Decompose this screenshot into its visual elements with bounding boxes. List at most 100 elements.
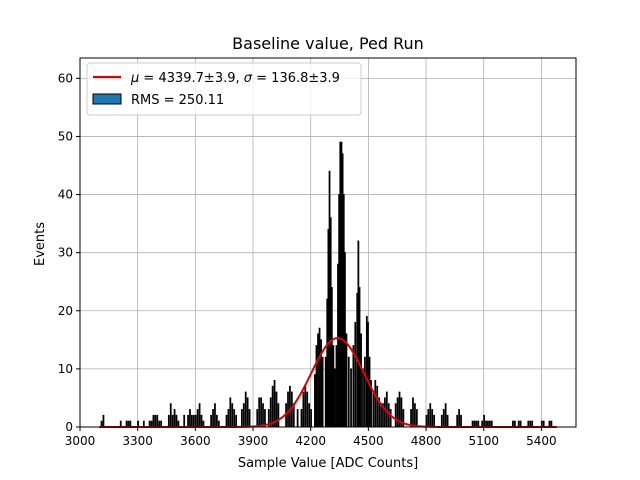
- histogram-bar-129: [431, 409, 434, 428]
- histogram-bar-50: [262, 403, 264, 428]
- histogram-bar-137: [460, 414, 462, 428]
- histogram-bar-10: [152, 414, 155, 428]
- histogram-bar-46: [248, 409, 251, 428]
- histogram-bar-121: [402, 409, 405, 428]
- histogram-bar-128: [429, 403, 432, 428]
- histogram-bar-109: [376, 385, 379, 428]
- histogram-bar-43: [242, 403, 245, 428]
- histogram-bar-132: [442, 409, 445, 428]
- histogram-bar-41: [235, 414, 237, 428]
- histogram-bars: [100, 141, 553, 428]
- histogram-bar-91: [344, 252, 346, 428]
- histogram-bar-105: [368, 356, 371, 428]
- x-tick-label-5: 4500: [353, 434, 384, 448]
- histogram-bar-42: [240, 409, 243, 428]
- y-tick-label-6: 60: [58, 71, 73, 85]
- histogram-bar-117: [394, 403, 397, 428]
- histogram-bar-118: [396, 397, 399, 428]
- histogram-bar-83: [334, 368, 336, 428]
- x-tick-label-0: 3000: [65, 434, 96, 448]
- histogram-bar-133: [444, 403, 447, 428]
- histogram-bar-68: [308, 403, 311, 428]
- y-tick-label-4: 40: [58, 188, 73, 202]
- histogram-bar-99: [358, 287, 361, 428]
- histogram-bar-23: [189, 409, 191, 428]
- histogram-bar-18: [173, 409, 176, 428]
- histogram-bar-84: [335, 345, 338, 428]
- histogram-bar-93: [347, 356, 350, 428]
- histogram-bar-44: [244, 391, 247, 428]
- histogram-bar-82: [332, 345, 335, 428]
- y-tick-label-2: 20: [58, 304, 73, 318]
- histogram-bar-54: [271, 385, 274, 428]
- histogram-bar-63: [296, 409, 299, 428]
- histogram-bar-107: [372, 391, 375, 428]
- histogram-bar-48: [258, 397, 261, 428]
- histogram-bar-36: [225, 414, 228, 428]
- histogram-bar-17: [171, 414, 174, 428]
- histogram-bar-76: [324, 356, 327, 428]
- histogram-bar-101: [362, 368, 364, 428]
- x-tick-label-6: 4800: [411, 434, 442, 448]
- legend-box: [86, 62, 362, 116]
- histogram-bar-64: [300, 409, 303, 428]
- histogram-bar-59: [287, 391, 289, 428]
- x-tick-label-2: 3600: [180, 434, 211, 448]
- histogram-bar-125: [415, 409, 418, 428]
- histogram-bar-11: [154, 414, 157, 428]
- histogram-bar-62: [292, 403, 295, 428]
- histogram-bar-66: [304, 385, 307, 428]
- histogram-bar-24: [191, 414, 193, 428]
- histogram-bar-49: [260, 397, 262, 428]
- histogram-bar-21: [183, 414, 186, 428]
- histogram-bar-73: [318, 327, 321, 428]
- histogram-bar-81: [330, 287, 333, 428]
- histogram-bar-108: [374, 380, 377, 428]
- histogram-bar-115: [387, 403, 390, 428]
- legend-sigma-symbol: σ: [244, 71, 253, 86]
- histogram-bar-60: [289, 385, 291, 428]
- histogram-bar-39: [231, 403, 234, 428]
- histogram-bar-143: [483, 414, 485, 428]
- histogram-bar-114: [385, 391, 388, 428]
- histogram-bar-123: [412, 397, 414, 428]
- histogram-bar-57: [277, 403, 280, 428]
- histogram-bar-31: [210, 414, 212, 428]
- histogram-bar-104: [367, 321, 369, 428]
- histogram-bar-100: [360, 333, 362, 428]
- legend-fit-label: μ = 4339.7±3.9, σ = 136.8±3.9: [130, 71, 340, 86]
- histogram-bar-95: [352, 345, 355, 428]
- histogram-bar-131: [440, 414, 443, 428]
- histogram-bar-45: [246, 397, 249, 428]
- histogram-bar-134: [446, 414, 449, 428]
- histogram-bar-34: [215, 414, 218, 428]
- x-tick-label-1: 3300: [122, 434, 153, 448]
- y-axis-label: Events: [33, 222, 48, 266]
- histogram-bar-94: [350, 368, 352, 428]
- histogram-bar-72: [317, 333, 319, 428]
- histogram-bar-28: [198, 403, 201, 428]
- histogram-bar-12: [156, 414, 159, 428]
- histogram-bar-61: [290, 391, 293, 428]
- histogram-bar-113: [384, 397, 386, 428]
- histogram-bar-19: [175, 414, 178, 428]
- histogram-bar-38: [229, 397, 232, 428]
- histogram-bar-33: [214, 403, 216, 428]
- histogram-bar-92: [345, 333, 348, 428]
- histogram-bar-70: [314, 374, 316, 428]
- legend: μ = 4339.7±3.9, σ = 136.8±3.9 RMS = 250.…: [86, 62, 362, 116]
- histogram-bar-116: [389, 409, 392, 428]
- histogram-bar-127: [427, 409, 430, 428]
- plot-area: 3000 3300 3600 3900 4200 4500 4800 5100 5400 0 10 2…: [58, 57, 577, 448]
- legend-sigma-value: = 136.8±3.9: [252, 71, 340, 86]
- histogram-bar-16: [169, 403, 172, 428]
- histogram-bar-47: [256, 409, 259, 428]
- histogram-bar-26: [194, 414, 197, 428]
- histogram-bar-40: [233, 409, 236, 428]
- histogram-bar-124: [414, 403, 416, 428]
- x-tick-label-3: 3900: [238, 434, 269, 448]
- histogram-bar-126: [425, 414, 428, 428]
- histogram-bar-102: [364, 356, 366, 428]
- histogram-bar-37: [227, 409, 230, 428]
- histogram-bar-67: [306, 391, 309, 428]
